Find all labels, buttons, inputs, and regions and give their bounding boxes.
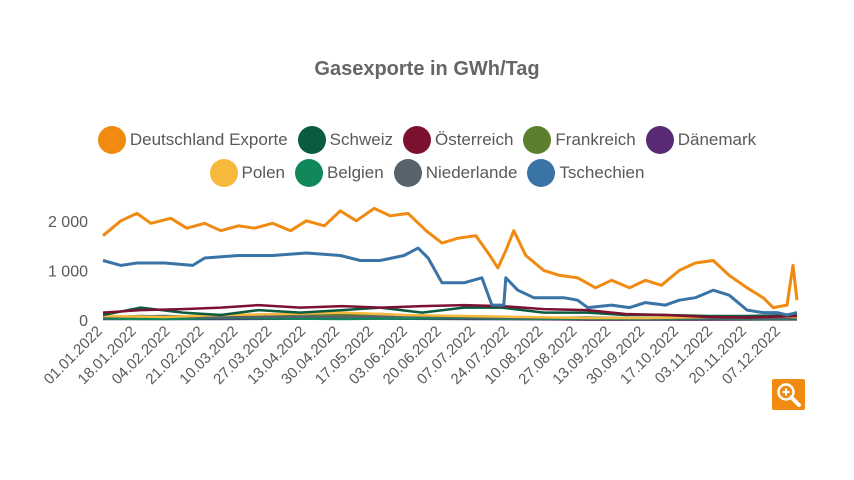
chart-title: Gasexporte in GWh/Tag <box>314 58 540 80</box>
y-tick-label: 0 <box>79 313 88 330</box>
legend-label: Frankreich <box>555 130 636 149</box>
legend-item-tschechien[interactable]: Tschechien <box>527 159 644 187</box>
legend-swatch <box>393 159 422 187</box>
legend-row-1: Deutschland Exporte Schweiz Österreich F… <box>0 126 854 154</box>
legend-item-schweiz[interactable]: Schweiz <box>297 126 393 154</box>
legend-swatch <box>295 159 323 187</box>
zoom-button[interactable] <box>772 379 805 410</box>
legend-swatch <box>402 126 431 154</box>
y-tick-label: 1 000 <box>48 263 88 280</box>
legend-swatch <box>297 126 326 154</box>
legend-label: Belgien <box>327 163 384 182</box>
legend-item-oesterreich[interactable]: Österreich <box>402 126 514 154</box>
series-line[interactable] <box>102 206 799 310</box>
legend-swatch <box>97 126 126 154</box>
legend-item-frankreich[interactable]: Frankreich <box>523 126 636 154</box>
legend-item-belgien[interactable]: Belgien <box>295 159 384 187</box>
legend-label: Schweiz <box>329 130 393 149</box>
legend-item-deutschland-exporte[interactable]: Deutschland Exporte <box>97 126 288 154</box>
legend-label: Niederlande <box>425 163 518 182</box>
legend-label: Tschechien <box>559 163 645 182</box>
legend-swatch <box>527 159 556 187</box>
legend-item-daenemark[interactable]: Dänemark <box>645 126 757 154</box>
legend-swatch <box>645 126 674 154</box>
legend-label: Polen <box>241 163 285 182</box>
series-line[interactable] <box>102 246 798 317</box>
series-line[interactable] <box>102 303 798 319</box>
legend-swatch <box>523 126 552 154</box>
y-tick-label: 2 000 <box>48 214 88 231</box>
legend-swatch <box>209 159 238 187</box>
legend-label: Österreich <box>434 130 514 149</box>
legend-item-niederlande[interactable]: Niederlande <box>393 159 518 187</box>
zoom-in-icon <box>777 383 801 407</box>
legend-item-polen[interactable]: Polen <box>209 159 285 187</box>
legend-label: Dänemark <box>677 130 757 149</box>
legend-label: Deutschland Exporte <box>129 130 288 149</box>
legend-row-2: Polen Belgien Niederlande Tschechien <box>0 159 854 187</box>
